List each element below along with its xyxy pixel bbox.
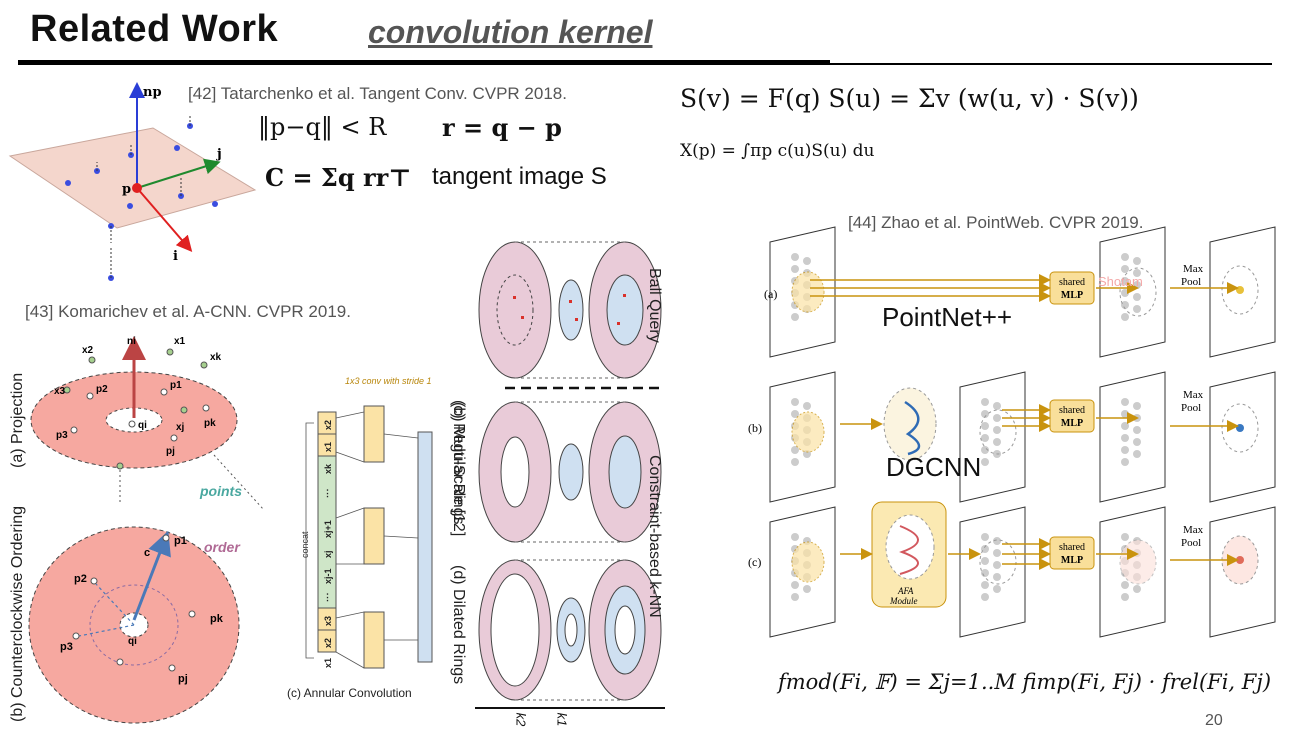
pt-x2-top: x2 bbox=[82, 345, 94, 356]
order-label: order bbox=[204, 539, 241, 555]
pt-pk-bot: pk bbox=[210, 613, 224, 625]
ring-row-b bbox=[478, 241, 662, 379]
pt-x1-top: x1 bbox=[174, 336, 186, 347]
ring-c-label: (c) Regular Rings bbox=[450, 400, 467, 525]
acnn-citation: [43] Komarichev et al. A-CNN. CVPR 2019. bbox=[25, 302, 351, 321]
pt-c: c bbox=[144, 547, 150, 559]
eq-integral: X(p) = ∫πp c(u)S(u) du bbox=[680, 141, 875, 161]
faint-text: Shotam bbox=[1098, 274, 1143, 289]
maxpool-b-max: Max bbox=[1183, 389, 1204, 401]
points-label: points bbox=[199, 483, 242, 499]
pointweb-figure: (a) (b) AFA Module bbox=[748, 226, 1276, 638]
tangent-image-label: tangent image S bbox=[432, 163, 607, 190]
pt-pj-bot: pj bbox=[178, 673, 188, 685]
maxpool-c-max: Max bbox=[1183, 524, 1204, 536]
acnn-figure: x2 ni x1 xk p1 p2 x3 pk qi xj p3 pj p1 c… bbox=[28, 336, 265, 724]
panel-c-annular-label: (c) Annular Convolution bbox=[287, 686, 412, 700]
pt-p3-top: p3 bbox=[56, 430, 68, 441]
title-rule-thin bbox=[830, 63, 1272, 65]
eq-covariance: C = Σq rr⊤ bbox=[265, 163, 412, 192]
pt-p2-bot: p2 bbox=[74, 573, 87, 585]
cell-x2-top: x2 bbox=[323, 420, 333, 430]
cell-xj1: xj+1 bbox=[323, 520, 333, 538]
mlp-b-shared: shared bbox=[1059, 405, 1085, 416]
pt-pk-top: pk bbox=[204, 418, 216, 429]
maxpool-c-pool: Pool bbox=[1181, 537, 1201, 549]
pt-ni: ni bbox=[127, 336, 136, 347]
mlp-c-shared: shared bbox=[1059, 542, 1085, 553]
pw-row-a-label: (a) bbox=[764, 287, 777, 301]
constraint-knn-label: Constraint-based k-NN bbox=[646, 455, 663, 618]
pointnet-label: PointNet++ bbox=[882, 302, 1013, 332]
pw-row-b: (b) bbox=[748, 371, 1276, 503]
pt-p1-bot: p1 bbox=[174, 535, 187, 547]
pw-row-a: (a) bbox=[764, 226, 1276, 358]
slide-title: Related Work bbox=[30, 8, 279, 50]
pointweb-citation: [44] Zhao et al. PointWeb. CVPR 2019. bbox=[848, 213, 1144, 232]
conv-note: 1x3 conv with stride 1 bbox=[345, 376, 432, 386]
normal-label: np bbox=[143, 85, 162, 100]
cell-ellipsis-2: ⋮ bbox=[323, 592, 332, 602]
pt-xk: xk bbox=[210, 352, 222, 363]
mlp-c-mlp: MLP bbox=[1061, 555, 1083, 566]
k2-label: k2 bbox=[513, 712, 529, 727]
pt-qi-top: qi bbox=[138, 420, 147, 431]
dgcnn-label: DGCNN bbox=[886, 452, 982, 482]
pt-x3: x3 bbox=[54, 386, 66, 397]
point-label: p bbox=[122, 182, 131, 197]
tangent-citation: [42] Tatarchenko et al. Tangent Conv. CV… bbox=[188, 84, 567, 103]
tangent-plane-figure: np p j i bbox=[8, 82, 257, 281]
maxpool-a-pool: Pool bbox=[1181, 276, 1201, 288]
cell-x2-bot: x2 bbox=[323, 638, 333, 648]
ring-row-d bbox=[478, 559, 662, 701]
concat-label: concat bbox=[300, 531, 310, 558]
mlp-b-mlp: MLP bbox=[1061, 418, 1083, 429]
cell-x1-top: x1 bbox=[323, 442, 333, 452]
cell-xj: xj bbox=[323, 550, 333, 558]
afa-line1: AFA bbox=[897, 586, 914, 596]
pt-p3-bot: p3 bbox=[60, 641, 73, 653]
eq-radius: ‖p−q‖ < R bbox=[258, 113, 387, 141]
k1-label: k1 bbox=[554, 712, 570, 727]
pt-pj-top: pj bbox=[166, 446, 175, 457]
title-rule bbox=[18, 60, 830, 65]
pw-row-c-label: (c) bbox=[748, 555, 761, 569]
maxpool-b-pool: Pool bbox=[1181, 402, 1201, 414]
eq-r-def: r = q − p bbox=[442, 113, 562, 142]
rings-figure bbox=[475, 241, 665, 709]
page-number: 20 bbox=[1205, 712, 1223, 729]
eq-signal: S(v) = F(q) S(u) = Σv (w(u, v) · S(v)) bbox=[680, 84, 1139, 113]
ring-d-label: (d) Dilated Rings bbox=[450, 565, 467, 685]
annular-conv-figure: 1x3 conv with stride 1 x2 x1 xk ⋮ xj+1 x… bbox=[300, 376, 433, 669]
ring-row-c bbox=[478, 401, 662, 543]
pt-xj: xj bbox=[176, 422, 185, 433]
pt-qi-bot: qi bbox=[128, 636, 137, 647]
axis-j-label: j bbox=[216, 147, 222, 162]
cell-x1-bot: x1 bbox=[323, 658, 333, 668]
slide-subtitle: convolution kernel bbox=[368, 14, 653, 50]
maxpool-a-max: Max bbox=[1183, 263, 1204, 275]
mlp-a-mlp: MLP bbox=[1061, 290, 1083, 301]
axis-i-label: i bbox=[173, 249, 178, 264]
cell-xjm1: xj-1 bbox=[323, 568, 333, 584]
fmod-formula: fmod(Fi, 𝔽) = Σj=1..M fimp(Fi, Fj) · fre… bbox=[778, 670, 1272, 694]
ball-query-label: Ball Query bbox=[646, 268, 663, 343]
afa-line2: Module bbox=[889, 596, 918, 606]
cell-ellipsis-1: ⋮ bbox=[323, 488, 332, 498]
cell-xk: xk bbox=[323, 463, 333, 474]
cell-x3: x3 bbox=[323, 616, 333, 626]
pt-p1-top: p1 bbox=[170, 380, 182, 391]
pw-row-c: AFA Module (c) bbox=[748, 501, 1276, 638]
pt-p2-top: p2 bbox=[96, 384, 108, 395]
pw-row-b-label: (b) bbox=[748, 421, 762, 435]
mlp-a-shared: shared bbox=[1059, 277, 1085, 288]
